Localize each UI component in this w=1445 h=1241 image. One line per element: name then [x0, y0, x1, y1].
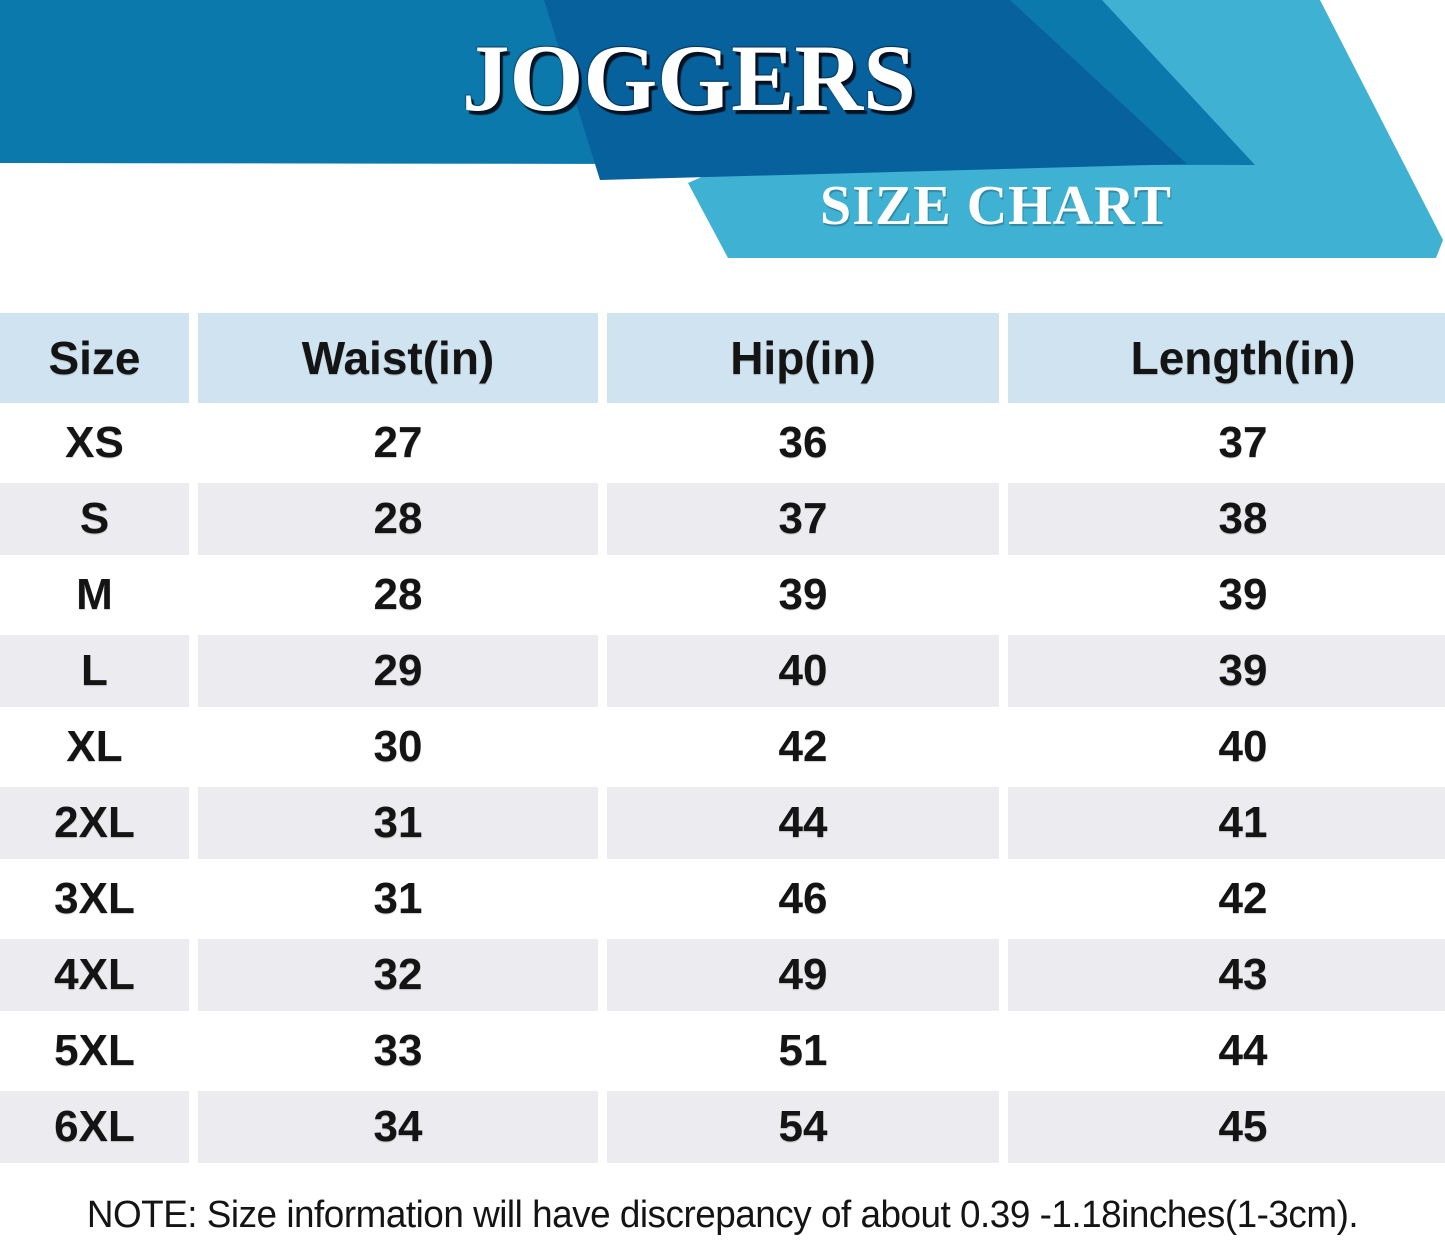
column-header-size: Size [0, 313, 189, 403]
length-cell: 45 [1008, 1091, 1445, 1163]
size-chart-table: Size Waist(in) Hip(in) Length(in) XS 27 … [0, 309, 1445, 1167]
column-header-waist: Waist(in) [198, 313, 598, 403]
size-chart-section: Size Waist(in) Hip(in) Length(in) XS 27 … [0, 309, 1445, 1167]
waist-cell: 33 [198, 1015, 598, 1087]
hip-cell: 44 [607, 787, 999, 859]
waist-cell: 30 [198, 711, 598, 783]
size-cell: 3XL [0, 863, 189, 935]
waist-cell: 27 [198, 407, 598, 479]
table-row: XS 27 36 37 [0, 407, 1445, 479]
hip-cell: 46 [607, 863, 999, 935]
size-cell: 5XL [0, 1015, 189, 1087]
page-subtitle: SIZE CHART [820, 175, 1172, 237]
waist-cell: 29 [198, 635, 598, 707]
size-cell: XS [0, 407, 189, 479]
hip-cell: 49 [607, 939, 999, 1011]
column-header-hip: Hip(in) [607, 313, 999, 403]
waist-cell: 31 [198, 863, 598, 935]
header-banner: JOGGERS SIZE CHART [0, 0, 1445, 258]
size-cell: S [0, 483, 189, 555]
size-cell: 4XL [0, 939, 189, 1011]
size-cell: 2XL [0, 787, 189, 859]
column-header-length: Length(in) [1008, 313, 1445, 403]
waist-cell: 34 [198, 1091, 598, 1163]
hip-cell: 42 [607, 711, 999, 783]
note-text: NOTE: Size information will have discrep… [86, 1194, 1359, 1236]
size-cell: L [0, 635, 189, 707]
page-title: JOGGERS [462, 25, 916, 131]
length-cell: 44 [1008, 1015, 1445, 1087]
table-header-row: Size Waist(in) Hip(in) Length(in) [0, 313, 1445, 403]
length-cell: 42 [1008, 863, 1445, 935]
length-cell: 37 [1008, 407, 1445, 479]
waist-cell: 32 [198, 939, 598, 1011]
table-row: L 29 40 39 [0, 635, 1445, 707]
length-cell: 41 [1008, 787, 1445, 859]
table-row: XL 30 42 40 [0, 711, 1445, 783]
length-cell: 39 [1008, 635, 1445, 707]
table-row: 5XL 33 51 44 [0, 1015, 1445, 1087]
length-cell: 38 [1008, 483, 1445, 555]
table-row: 2XL 31 44 41 [0, 787, 1445, 859]
table-row: 6XL 34 54 45 [0, 1091, 1445, 1163]
size-cell: XL [0, 711, 189, 783]
hip-cell: 51 [607, 1015, 999, 1087]
length-cell: 39 [1008, 559, 1445, 631]
table-row: 4XL 32 49 43 [0, 939, 1445, 1011]
hip-cell: 37 [607, 483, 999, 555]
table-row: S 28 37 38 [0, 483, 1445, 555]
table-row: M 28 39 39 [0, 559, 1445, 631]
hip-cell: 40 [607, 635, 999, 707]
size-cell: 6XL [0, 1091, 189, 1163]
waist-cell: 31 [198, 787, 598, 859]
size-cell: M [0, 559, 189, 631]
length-cell: 43 [1008, 939, 1445, 1011]
length-cell: 40 [1008, 711, 1445, 783]
hip-cell: 36 [607, 407, 999, 479]
waist-cell: 28 [198, 483, 598, 555]
hip-cell: 39 [607, 559, 999, 631]
hip-cell: 54 [607, 1091, 999, 1163]
waist-cell: 28 [198, 559, 598, 631]
table-row: 3XL 31 46 42 [0, 863, 1445, 935]
